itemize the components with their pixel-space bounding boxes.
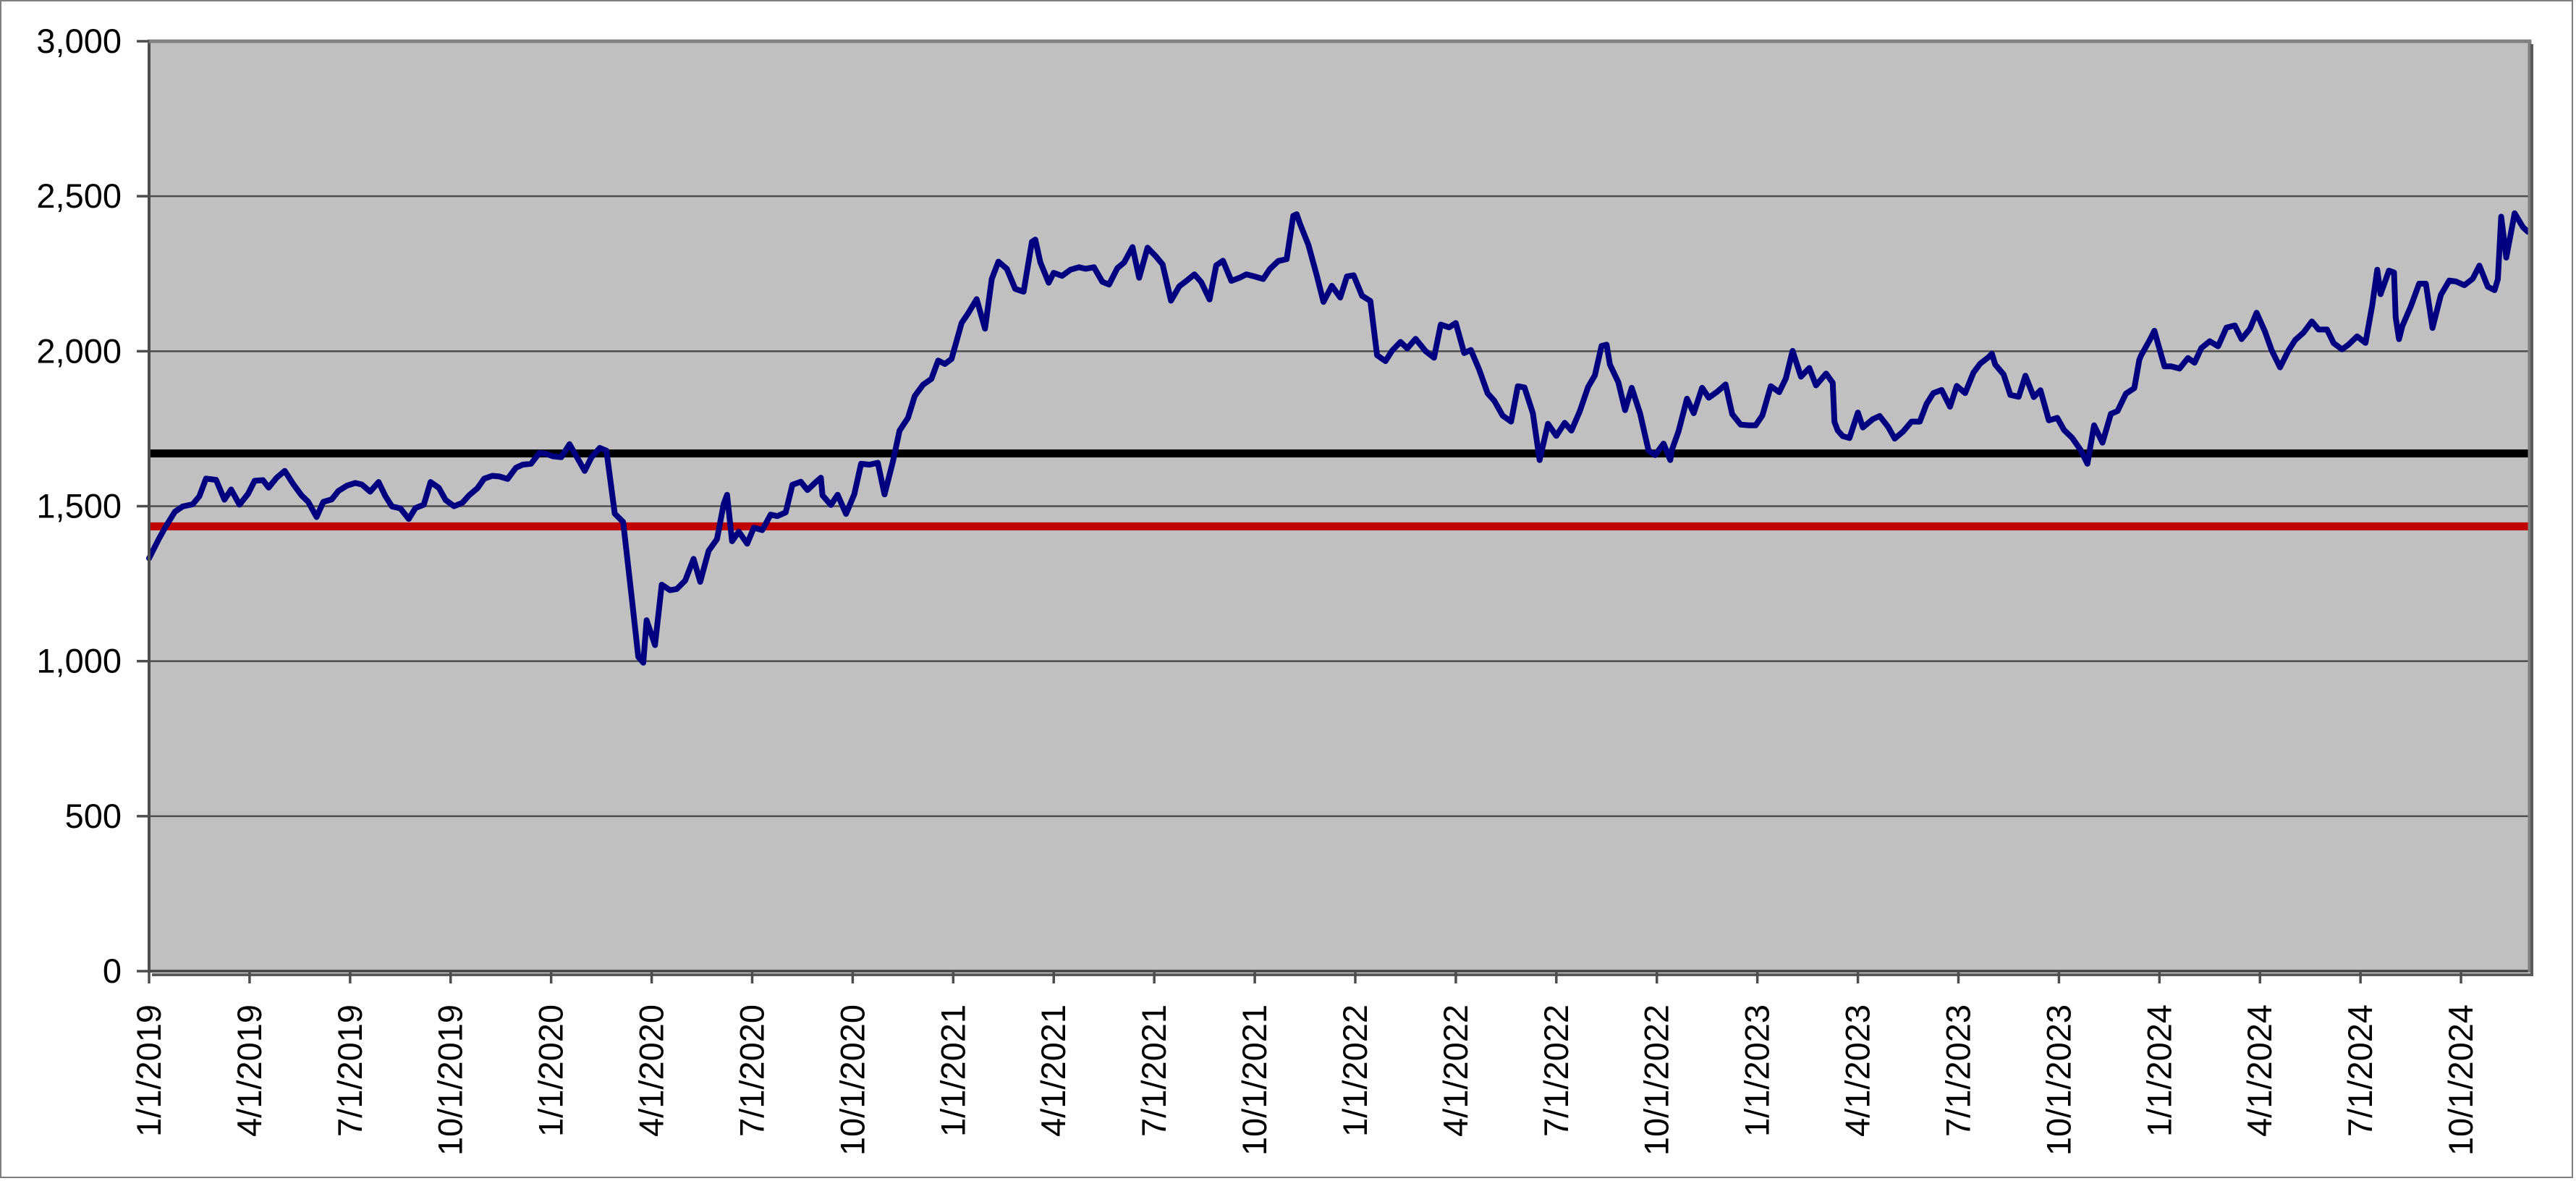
y-axis-label: 1,500 (36, 487, 122, 525)
x-axis-label: 7/1/2023 (1939, 1004, 1977, 1137)
y-axis-labels: 0 500 1,000 1,500 2,000 2,500 3,000 (36, 22, 122, 990)
x-axis-label: 10/1/2019 (431, 1004, 470, 1156)
plot-border (148, 39, 2533, 976)
x-axis-label: 10/1/2021 (1235, 1004, 1274, 1156)
x-axis-label: 1/1/2022 (1336, 1004, 1374, 1137)
x-axis-label: 7/1/2024 (2341, 1004, 2379, 1137)
x-axis-label: 1/1/2021 (933, 1004, 972, 1137)
y-axis-label: 3,000 (36, 22, 122, 60)
y-axis-label: 2,500 (36, 177, 122, 215)
x-axis-label: 4/1/2021 (1034, 1004, 1072, 1137)
x-axis-label: 10/1/2023 (2039, 1004, 2077, 1156)
x-axis-label: 7/1/2020 (732, 1004, 771, 1137)
data-series-line (146, 210, 2531, 666)
y-axis-label: 1,000 (36, 642, 122, 680)
x-axis-label: 7/1/2022 (1537, 1004, 1575, 1137)
x-axis-label: 4/1/2023 (1839, 1004, 1877, 1137)
x-axis-ticks (148, 971, 2462, 983)
x-axis-label: 4/1/2020 (632, 1004, 671, 1137)
daily-index-line (146, 210, 2531, 666)
x-axis-label: 4/1/2019 (230, 1004, 268, 1137)
x-axis-label: 1/1/2023 (1738, 1004, 1776, 1137)
y-axis-label: 0 (103, 952, 122, 990)
x-axis-labels: 1/1/2019 4/1/2019 7/1/2019 10/1/2019 1/1/202… (130, 1004, 2480, 1156)
y-axis-label: 2,000 (36, 331, 122, 370)
x-axis-label: 4/1/2024 (2240, 1004, 2279, 1137)
x-axis-label: 10/1/2024 (2441, 1004, 2480, 1156)
x-axis-label: 10/1/2022 (1637, 1004, 1676, 1156)
x-axis-label: 7/1/2021 (1135, 1004, 1173, 1137)
x-axis-label: 7/1/2019 (331, 1004, 369, 1137)
y-axis-ticks (137, 40, 149, 973)
x-axis-label: 10/1/2020 (833, 1004, 871, 1156)
x-axis-label: 4/1/2022 (1436, 1004, 1475, 1137)
y-axis-label: 500 (65, 797, 122, 835)
x-axis-label: 1/1/2024 (2140, 1004, 2178, 1137)
x-axis-label: 1/1/2020 (532, 1004, 570, 1137)
x-axis-label: 1/1/2019 (130, 1004, 168, 1137)
